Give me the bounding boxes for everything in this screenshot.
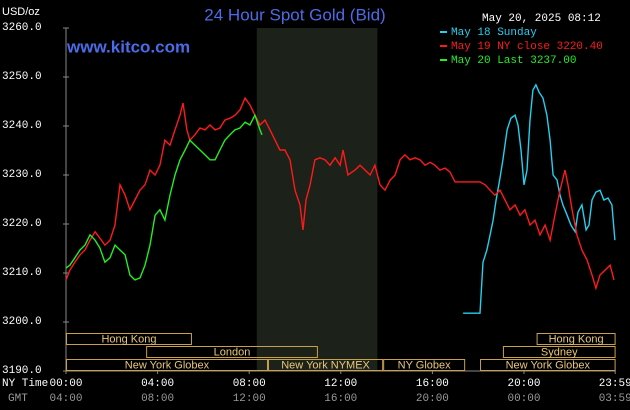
legend-label: May 19 NY close 3220.40 bbox=[451, 41, 603, 53]
x2-row-label: GMT bbox=[8, 393, 28, 405]
x-tick-label: 08:00 bbox=[233, 378, 266, 390]
x-tick-label: 00:00 bbox=[49, 378, 82, 390]
x-tick-label: 16:00 bbox=[416, 378, 449, 390]
price-line bbox=[65, 96, 615, 291]
legend-label: May 18 Sunday bbox=[451, 27, 537, 39]
unit-label: USD/oz bbox=[2, 6, 40, 18]
session-label: New York Globex bbox=[506, 359, 591, 371]
plot-background bbox=[256, 28, 378, 371]
session-label: NY Globex bbox=[398, 359, 451, 371]
session-bar bbox=[383, 359, 466, 371]
session-label: London bbox=[214, 346, 251, 358]
y-tick-label: 3220.0 bbox=[2, 218, 42, 230]
chart-title: 24 Hour Spot Gold (Bid) bbox=[204, 5, 385, 24]
y-tick-label: 3190.0 bbox=[2, 365, 42, 377]
x-tick-label: 20:00 bbox=[507, 378, 540, 390]
y-tick-label: 3230.0 bbox=[2, 169, 42, 181]
session-bar bbox=[66, 333, 192, 345]
session-shade bbox=[256, 28, 378, 371]
y-tick-label: 3250.0 bbox=[2, 71, 42, 83]
session-bar bbox=[267, 359, 384, 371]
y-tick-label: 3240.0 bbox=[2, 120, 42, 132]
x2-tick-label: 04:00 bbox=[49, 393, 82, 405]
price-line bbox=[65, 113, 263, 281]
price-line bbox=[463, 83, 616, 314]
x2-tick-label: 16:00 bbox=[324, 393, 357, 405]
timestamp: May 20, 2025 08:12 bbox=[482, 13, 601, 25]
x2-tick-label: 00:00 bbox=[507, 393, 540, 405]
session-label: Hong Kong bbox=[549, 333, 604, 345]
y-tick-label: 3210.0 bbox=[2, 267, 42, 279]
session-label: New York NYMEX bbox=[281, 359, 370, 371]
session-label: Sydney bbox=[541, 346, 578, 358]
x-tick-label: 04:00 bbox=[141, 378, 174, 390]
x2-tick-label: 20:00 bbox=[416, 393, 449, 405]
session-bar bbox=[502, 346, 616, 358]
session-bar bbox=[146, 346, 318, 358]
x2-tick-label: 08:00 bbox=[141, 393, 174, 405]
y-tick-label: 3260.0 bbox=[2, 22, 42, 34]
legend-label: May 20 Last 3237.00 bbox=[451, 55, 576, 67]
x2-tick-label: 03:59 bbox=[599, 393, 630, 405]
website: www.kitco.com bbox=[66, 37, 190, 56]
x2-tick-label: 12:00 bbox=[233, 393, 266, 405]
y-tick-label: 3200.0 bbox=[2, 316, 42, 328]
x-tick-label: 23:59 bbox=[599, 378, 630, 390]
session-label: New York Globex bbox=[125, 359, 210, 371]
session-bar bbox=[480, 359, 616, 371]
session-label: Hong Kong bbox=[101, 333, 156, 345]
x-tick-label: 12:00 bbox=[324, 378, 357, 390]
session-bar bbox=[536, 333, 616, 345]
x-row-label: NY Time bbox=[2, 378, 48, 390]
session-bar bbox=[66, 359, 268, 371]
